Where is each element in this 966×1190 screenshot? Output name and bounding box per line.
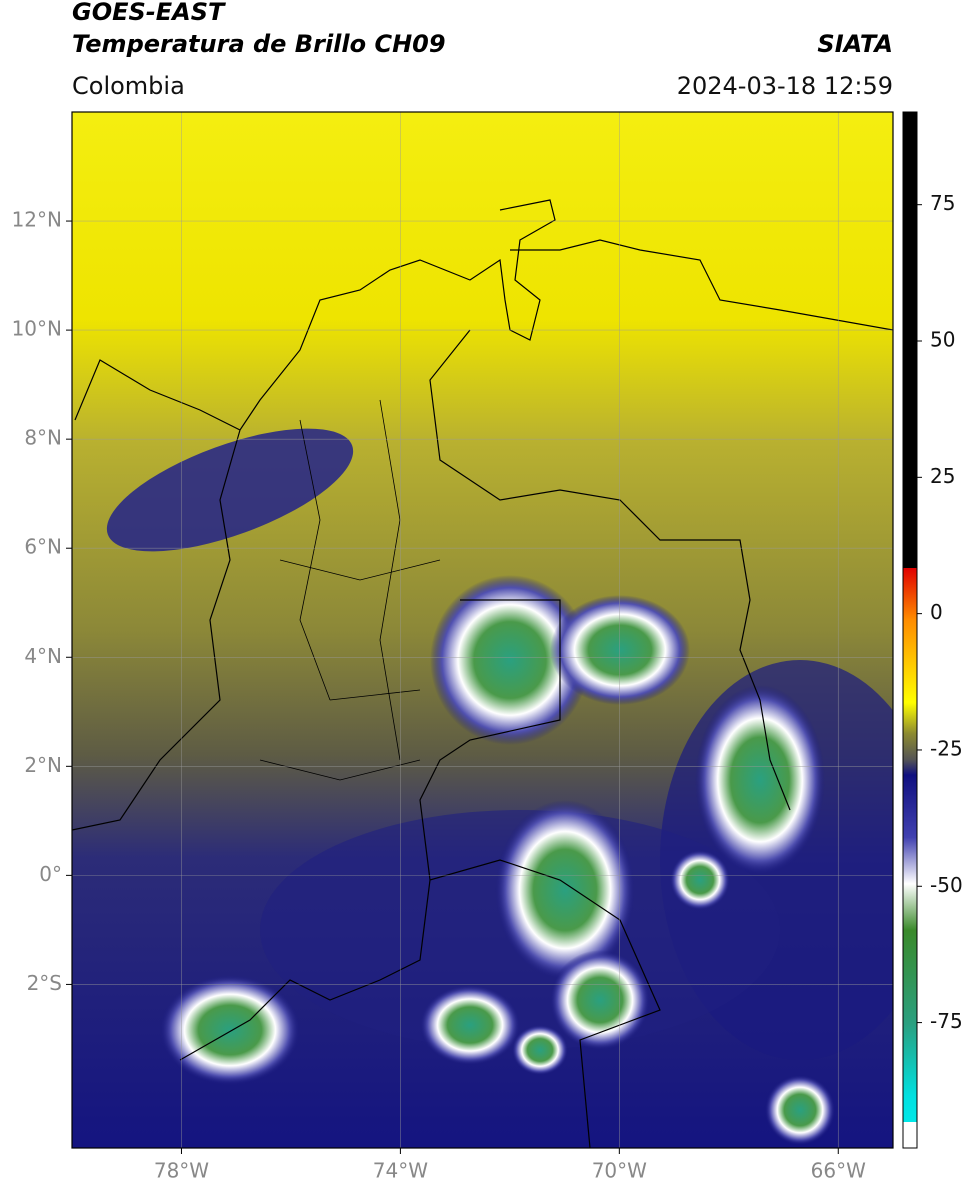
cloud-band xyxy=(106,428,354,552)
storm-cell xyxy=(550,595,690,705)
storm-cell xyxy=(765,1075,835,1145)
source: SIATA xyxy=(817,30,893,58)
region: Colombia xyxy=(72,72,185,100)
subtitle: Temperatura de Brillo CH09 xyxy=(72,30,446,58)
map-frame xyxy=(71,111,894,1149)
storm-cell xyxy=(695,685,825,875)
colorbar-tick-label: 0 xyxy=(930,600,943,624)
storm-cell xyxy=(430,575,590,745)
y-tick-label: 2°N xyxy=(24,753,62,777)
colorbar-tick-label: -25 xyxy=(930,736,963,760)
storm-cell xyxy=(512,1025,568,1075)
y-tick-label: 6°N xyxy=(24,535,62,559)
colorbar-tick-label: -75 xyxy=(930,1009,963,1033)
graticule xyxy=(72,112,893,1148)
storm-cell xyxy=(550,950,650,1050)
y-tick-label: 4°N xyxy=(24,644,62,668)
y-tick-label: 12°N xyxy=(12,208,62,232)
y-tick-label: 8°N xyxy=(24,426,62,450)
y-tick-label: 2°S xyxy=(27,971,62,995)
x-tick-label: 78°W xyxy=(154,1159,209,1183)
storm-cell xyxy=(495,800,635,980)
colorbar-tick-label: 75 xyxy=(930,191,955,215)
timestamp: 2024-03-18 12:59 xyxy=(677,72,893,100)
x-tick-label: 74°W xyxy=(373,1159,428,1183)
department-borders xyxy=(259,399,441,781)
colorbar-tick-label: -50 xyxy=(930,873,963,897)
storm-cell xyxy=(420,985,520,1065)
x-tick-label: 66°W xyxy=(811,1159,866,1183)
title: GOES-EAST xyxy=(72,0,226,26)
y-tick-label: 10°N xyxy=(12,317,62,341)
storm-cell xyxy=(670,850,730,910)
colorbar-tick-label: 25 xyxy=(930,464,955,488)
y-tick-label: 0° xyxy=(39,862,62,886)
colorbar xyxy=(902,111,918,1149)
storm-cell xyxy=(160,975,300,1085)
colorbar-tick-label: 50 xyxy=(930,328,955,352)
satellite-image xyxy=(72,112,893,1148)
x-tick-label: 70°W xyxy=(592,1159,647,1183)
country-borders xyxy=(72,199,893,1148)
